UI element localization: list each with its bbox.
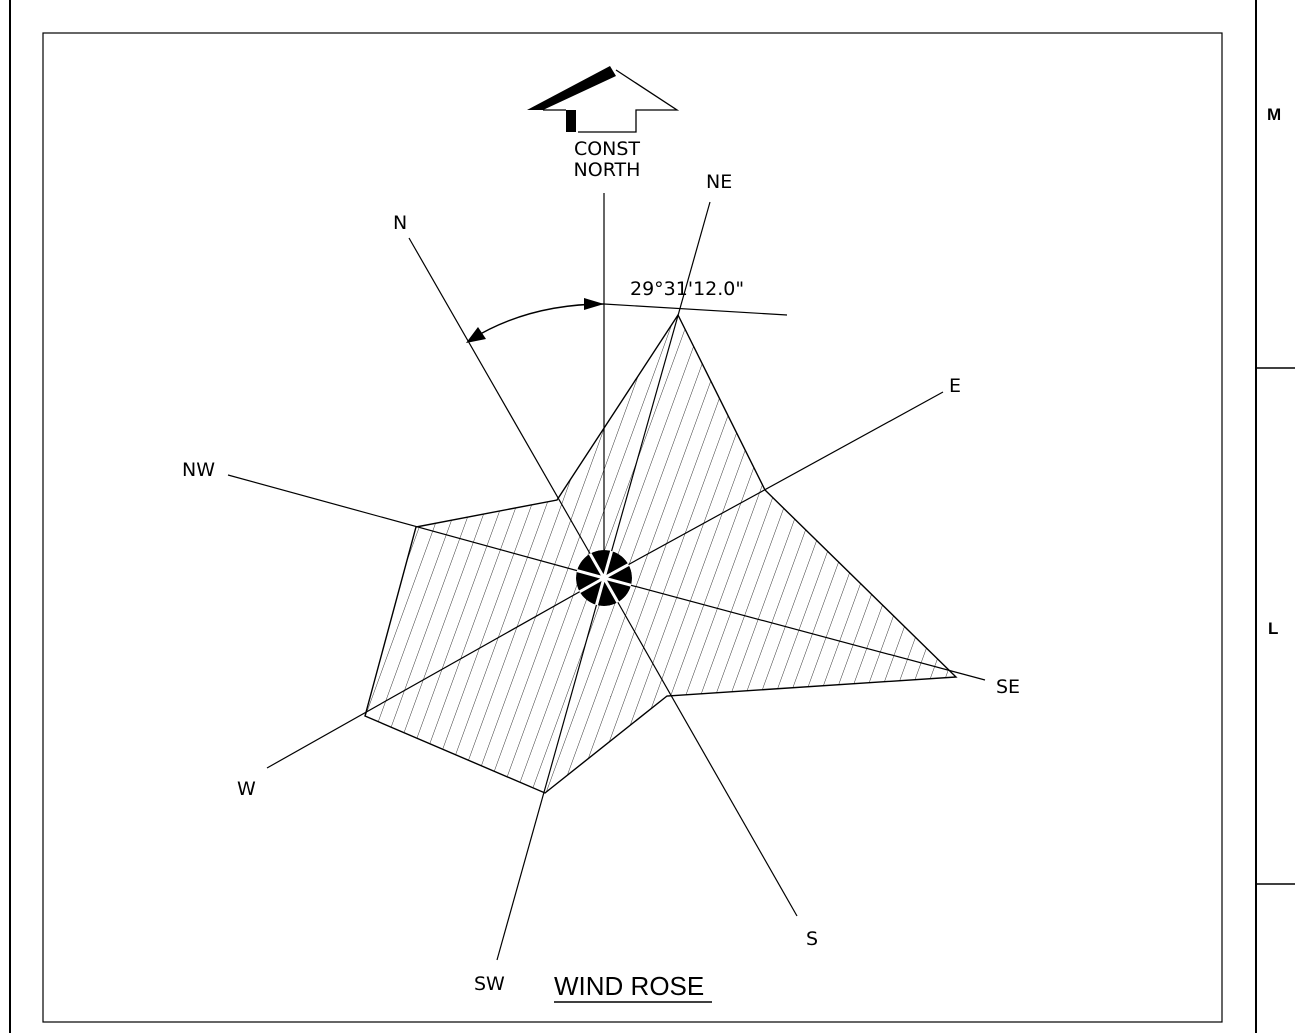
axis-e <box>603 391 944 579</box>
angle-label: 29°31'12.0" <box>630 278 744 300</box>
direction-label-n: N <box>393 212 407 234</box>
axis-w <box>266 577 605 769</box>
const-north-house-icon <box>527 66 680 133</box>
axis-s <box>603 577 798 917</box>
drawing-title: WIND ROSE <box>554 971 704 1001</box>
wind-rose-hub <box>576 550 632 606</box>
direction-label-se: SE <box>996 676 1020 698</box>
direction-label-w: W <box>237 778 256 800</box>
const-north-label-line1: CONST <box>574 138 640 160</box>
angle-dimension-arc <box>469 303 605 341</box>
angle-dimension-leader <box>603 303 788 316</box>
axis-sw <box>496 577 605 961</box>
direction-label-s: S <box>806 928 818 950</box>
const-north-label-line2: NORTH <box>574 159 641 181</box>
axis-ne <box>603 201 711 579</box>
axis-se <box>603 577 986 681</box>
wind-frequency-polygon <box>364 313 958 794</box>
grid-ref-m: M <box>1267 105 1281 124</box>
direction-label-ne: NE <box>706 171 732 193</box>
direction-label-nw: NW <box>182 459 215 481</box>
axis-n <box>408 237 605 579</box>
axis-nw <box>227 474 605 579</box>
direction-label-e: E <box>949 375 961 397</box>
direction-label-sw: SW <box>474 973 505 995</box>
drawing-frame <box>42 32 1223 1023</box>
grid-ref-l: L <box>1268 619 1278 638</box>
angle-arrowhead-left <box>466 327 486 343</box>
angle-arrowhead-right <box>584 298 604 310</box>
